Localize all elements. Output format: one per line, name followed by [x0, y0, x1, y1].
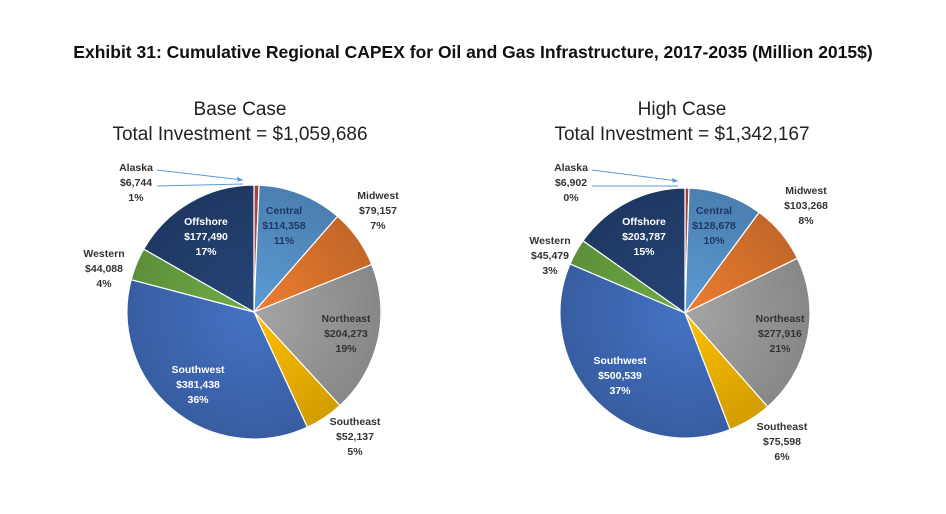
base-slice-central [253, 184, 339, 314]
high-label-southwest: Southwest $500,539 37% [593, 355, 647, 397]
high-label-western: Western $45,479 3% [529, 235, 570, 277]
base-alaska-leader-line [156, 183, 244, 187]
base-label-midwest: Midwest $79,157 7% [357, 190, 399, 232]
high-label-central: Central $128,678 10% [692, 205, 736, 247]
high-slice-southwest [559, 263, 731, 439]
base-alaska-leader-line [156, 169, 244, 181]
base-case-total: Total Investment = $1,059,686 [112, 124, 368, 145]
high-label-offshore: Offshore $203,787 15% [622, 216, 666, 258]
base-alaska-leader-arrow [237, 176, 243, 182]
high-slice-offshore [582, 187, 686, 315]
high-label-northeast: Northeast $277,916 21% [755, 313, 805, 355]
high-label-midwest: Midwest $103,268 8% [784, 185, 828, 227]
base-label-western: Western $44,088 4% [83, 248, 124, 290]
base-case-titles: Base Case Total Investment = $1,059,686 [60, 97, 420, 147]
base-slice-southwest [126, 278, 309, 440]
high-pie: Alaska $6,902 0% Central $128,678 10% Midwest $… [529, 162, 828, 463]
high-slice-northeast [684, 257, 811, 408]
base-slice-offshore [142, 184, 255, 314]
base-label-central: Central $114,358 11% [262, 205, 305, 247]
high-label-southeast: Southeast $75,598 6% [757, 421, 808, 463]
high-case-title: High Case [637, 99, 727, 120]
base-case-title: Base Case [193, 99, 287, 120]
exhibit-title: Exhibit 31: Cumulative Regional CAPEX fo… [73, 42, 873, 62]
base-label-alaska: Alaska $6,744 1% [119, 162, 153, 204]
base-label-offshore: Offshore $177,490 17% [184, 216, 228, 258]
base-pie: Alaska $6,744 1% Central $114,358 11% Midwest $… [83, 162, 399, 458]
base-label-northeast: Northeast $204,273 19% [321, 313, 371, 355]
high-slice-central [684, 187, 760, 315]
high-alaska-leader-arrow [672, 177, 678, 183]
base-label-southeast: Southeast $52,137 5% [330, 416, 381, 458]
high-case-titles: High Case Total Investment = $1,342,167 [502, 97, 862, 147]
high-alaska-leader-line [591, 169, 679, 182]
base-slice-northeast [252, 263, 382, 407]
high-case-total: Total Investment = $1,342,167 [554, 124, 810, 145]
high-label-alaska: Alaska $6,902 0% [554, 162, 588, 204]
base-label-southwest: Southwest $381,438 36% [171, 364, 225, 406]
